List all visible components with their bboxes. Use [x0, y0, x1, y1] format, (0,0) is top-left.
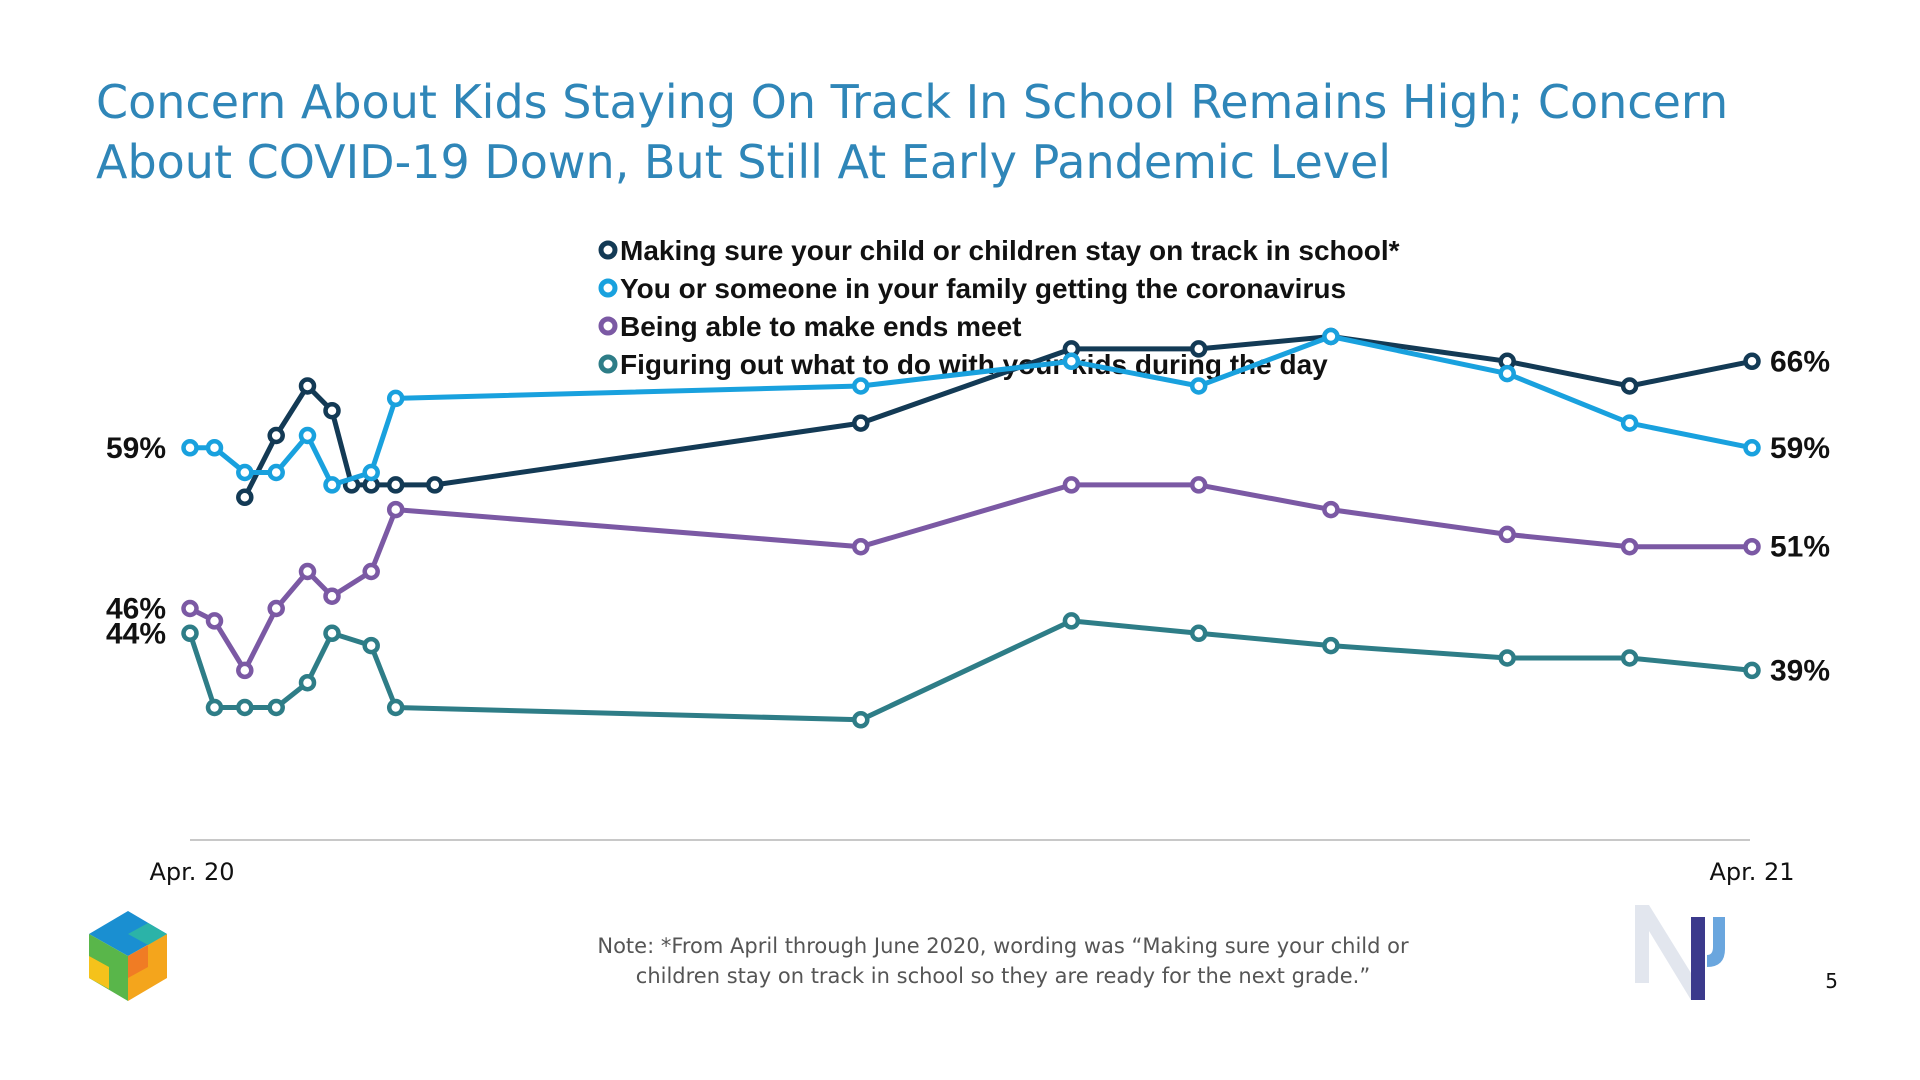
series-0-point-14	[1743, 352, 1761, 371]
np-logo	[1635, 905, 1725, 1000]
series-0-point-7	[426, 476, 444, 494]
note-line-1: Note: *From April through June 2020, wor…	[597, 934, 1409, 958]
cube-logo	[89, 911, 167, 1001]
series-0-point-3	[323, 401, 341, 420]
series-1-point-0	[181, 439, 199, 457]
series-line-2	[188, 482, 1752, 673]
start-value-label-1: 59%	[106, 432, 166, 465]
series-2-point-13	[1620, 537, 1639, 556]
series-3-point-2	[236, 698, 254, 717]
series-2-point-14	[1743, 537, 1761, 556]
series-layer	[181, 327, 1761, 729]
legend-label-0: Making sure your child or children stay …	[620, 235, 1400, 266]
series-1-point-7	[386, 389, 405, 408]
series-3-point-10	[1189, 624, 1208, 643]
legend-label-2: Being able to make ends meet	[620, 311, 1021, 342]
series-2-point-7	[386, 500, 405, 519]
page-number: 5	[1825, 969, 1838, 993]
series-1-point-11	[1322, 327, 1340, 346]
series-0-point-8	[852, 414, 870, 432]
series-3-point-1	[205, 698, 224, 717]
series-3-point-5	[323, 624, 341, 643]
series-2-point-10	[1189, 476, 1208, 494]
start-value-label-2: 46%	[106, 593, 166, 626]
series-2-point-11	[1322, 500, 1340, 519]
legend-marker-0	[598, 240, 618, 260]
series-1-point-8	[852, 377, 870, 395]
note-line-2: children stay on track in school so they…	[636, 964, 1370, 988]
series-1-point-13	[1620, 414, 1639, 432]
series-3-point-4	[298, 673, 317, 692]
series-2-point-6	[362, 562, 380, 581]
legend-marker-1	[598, 278, 618, 298]
series-1-point-6	[362, 463, 380, 482]
legend-label-1: You or someone in your family getting th…	[620, 273, 1346, 304]
series-1-point-4	[298, 426, 317, 445]
series-3-point-7	[386, 698, 405, 717]
series-3-point-13	[1620, 649, 1639, 667]
series-2-point-8	[852, 537, 870, 556]
series-3-point-3	[267, 698, 285, 717]
legend-marker-3	[598, 354, 618, 374]
end-value-label-2: 51%	[1770, 531, 1830, 564]
chart-title-line-1: Concern About Kids Staying On Track In S…	[96, 75, 1728, 129]
series-3-point-0	[181, 624, 199, 643]
end-value-label-0: 66%	[1770, 345, 1830, 378]
series-2-point-4	[298, 562, 317, 581]
series-3-point-6	[362, 636, 380, 655]
end-value-label-3: 39%	[1770, 654, 1830, 687]
chart-title-line-2: About COVID-19 Down, But Still At Early …	[96, 135, 1391, 189]
start-value-label-3: 44%	[106, 617, 166, 650]
series-0-point-2	[298, 377, 317, 395]
series-3-point-12	[1498, 649, 1516, 667]
series-1-point-10	[1189, 377, 1208, 395]
series-0-point-6	[386, 476, 405, 494]
series-2-point-5	[323, 587, 341, 605]
series-3-point-11	[1322, 636, 1340, 655]
value-labels: 66% 59% 59% 46% 51% 44% 39%	[106, 345, 1830, 687]
series-2-point-2	[236, 661, 254, 680]
series-1-point-14	[1743, 439, 1761, 457]
series-2-point-9	[1062, 476, 1081, 494]
series-1-point-12	[1498, 364, 1516, 383]
series-2-point-12	[1498, 525, 1516, 544]
series-line-3	[187, 618, 1753, 723]
series-1-point-1	[205, 439, 224, 457]
series-1-point-5	[323, 476, 341, 494]
series-1-point-2	[236, 463, 254, 482]
series-0-point-0	[236, 488, 254, 507]
series-2-point-0	[181, 599, 199, 618]
series-0-point-1	[267, 426, 285, 445]
legend-marker-2	[598, 316, 618, 336]
x-tick-label-start: Apr. 20	[149, 858, 234, 886]
series-0-point-10	[1189, 340, 1208, 358]
series-3-point-9	[1062, 612, 1081, 630]
end-value-label-1: 59%	[1770, 432, 1830, 465]
series-3-point-8	[852, 711, 870, 729]
x-tick-label-end: Apr. 21	[1709, 858, 1794, 886]
series-1-point-9	[1062, 352, 1081, 371]
series-2-point-3	[267, 599, 285, 618]
series-1-point-3	[267, 463, 285, 482]
series-2-point-1	[205, 612, 224, 630]
series-3-point-14	[1743, 661, 1761, 680]
series-0-point-13	[1620, 377, 1639, 395]
